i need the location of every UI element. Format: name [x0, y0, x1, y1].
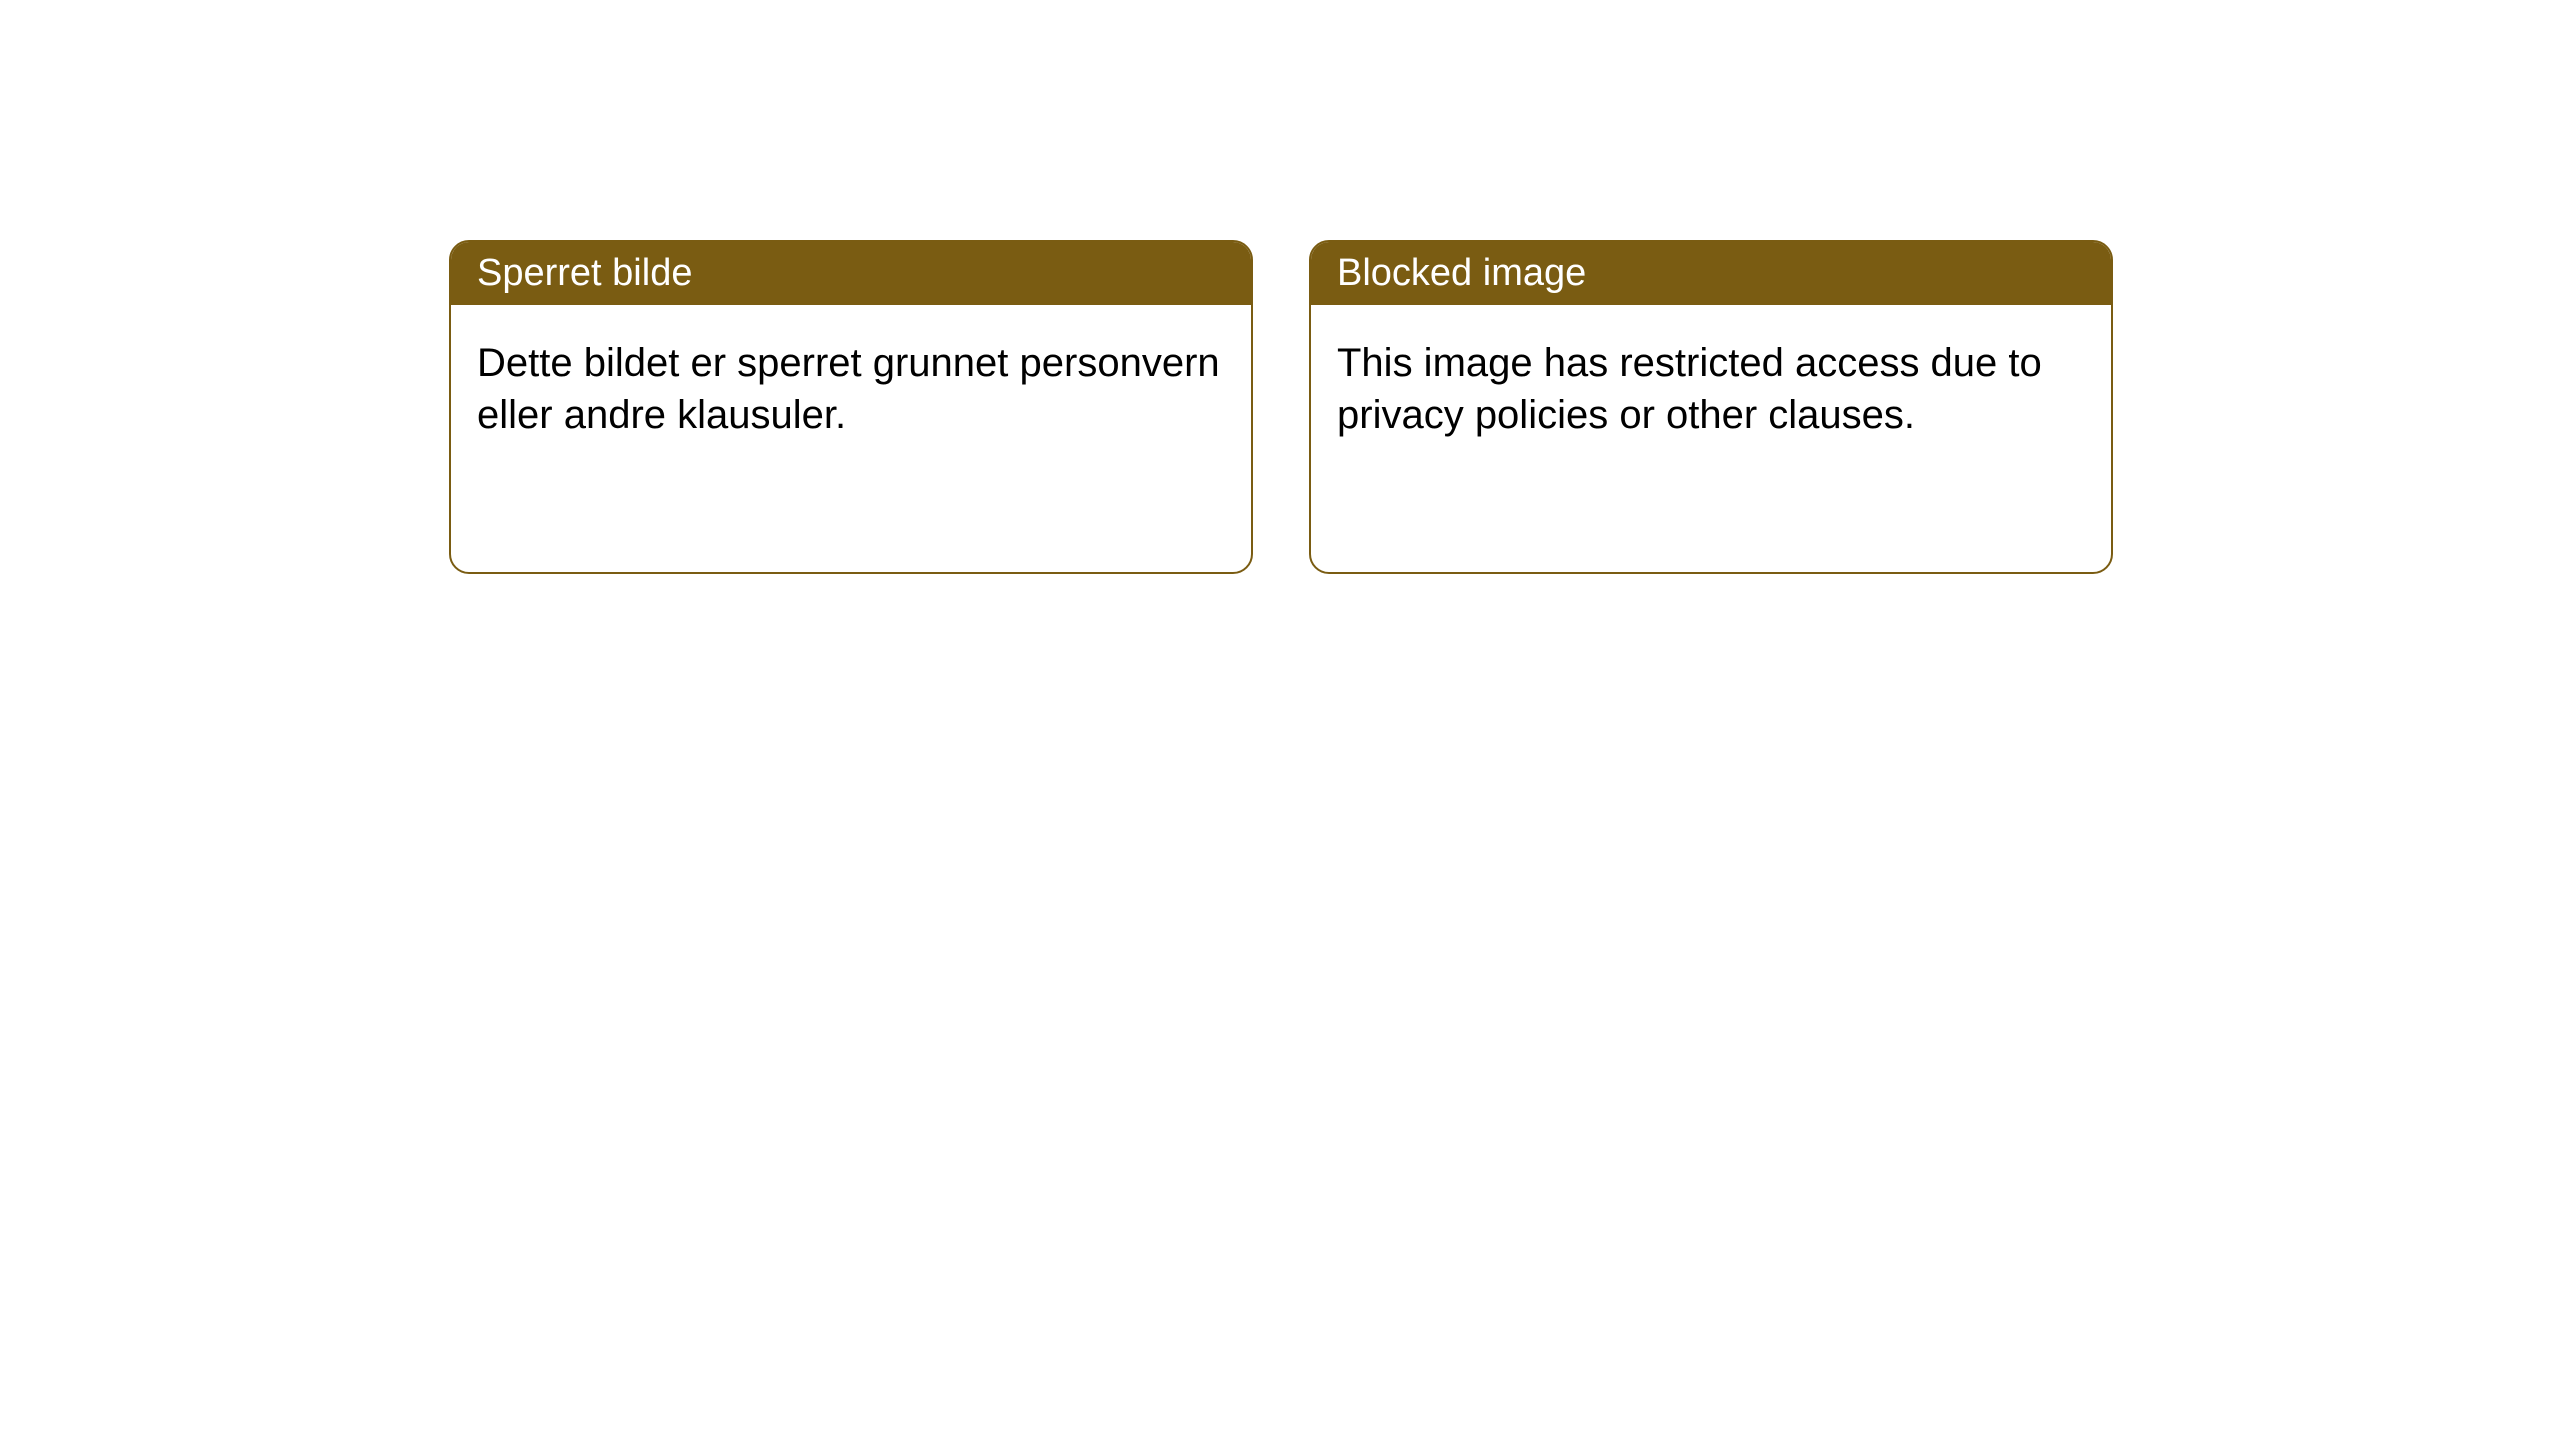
- notice-box-english: Blocked image This image has restricted …: [1309, 240, 2113, 574]
- notice-container: Sperret bilde Dette bildet er sperret gr…: [449, 240, 2113, 574]
- notice-title: Blocked image: [1337, 252, 1586, 294]
- notice-body: This image has restricted access due to …: [1311, 305, 2111, 473]
- notice-title: Sperret bilde: [477, 252, 692, 294]
- notice-message: Dette bildet er sperret grunnet personve…: [477, 341, 1220, 437]
- notice-header: Blocked image: [1311, 242, 2111, 305]
- notice-body: Dette bildet er sperret grunnet personve…: [451, 305, 1251, 473]
- notice-box-norwegian: Sperret bilde Dette bildet er sperret gr…: [449, 240, 1253, 574]
- notice-message: This image has restricted access due to …: [1337, 341, 2042, 437]
- notice-header: Sperret bilde: [451, 242, 1251, 305]
